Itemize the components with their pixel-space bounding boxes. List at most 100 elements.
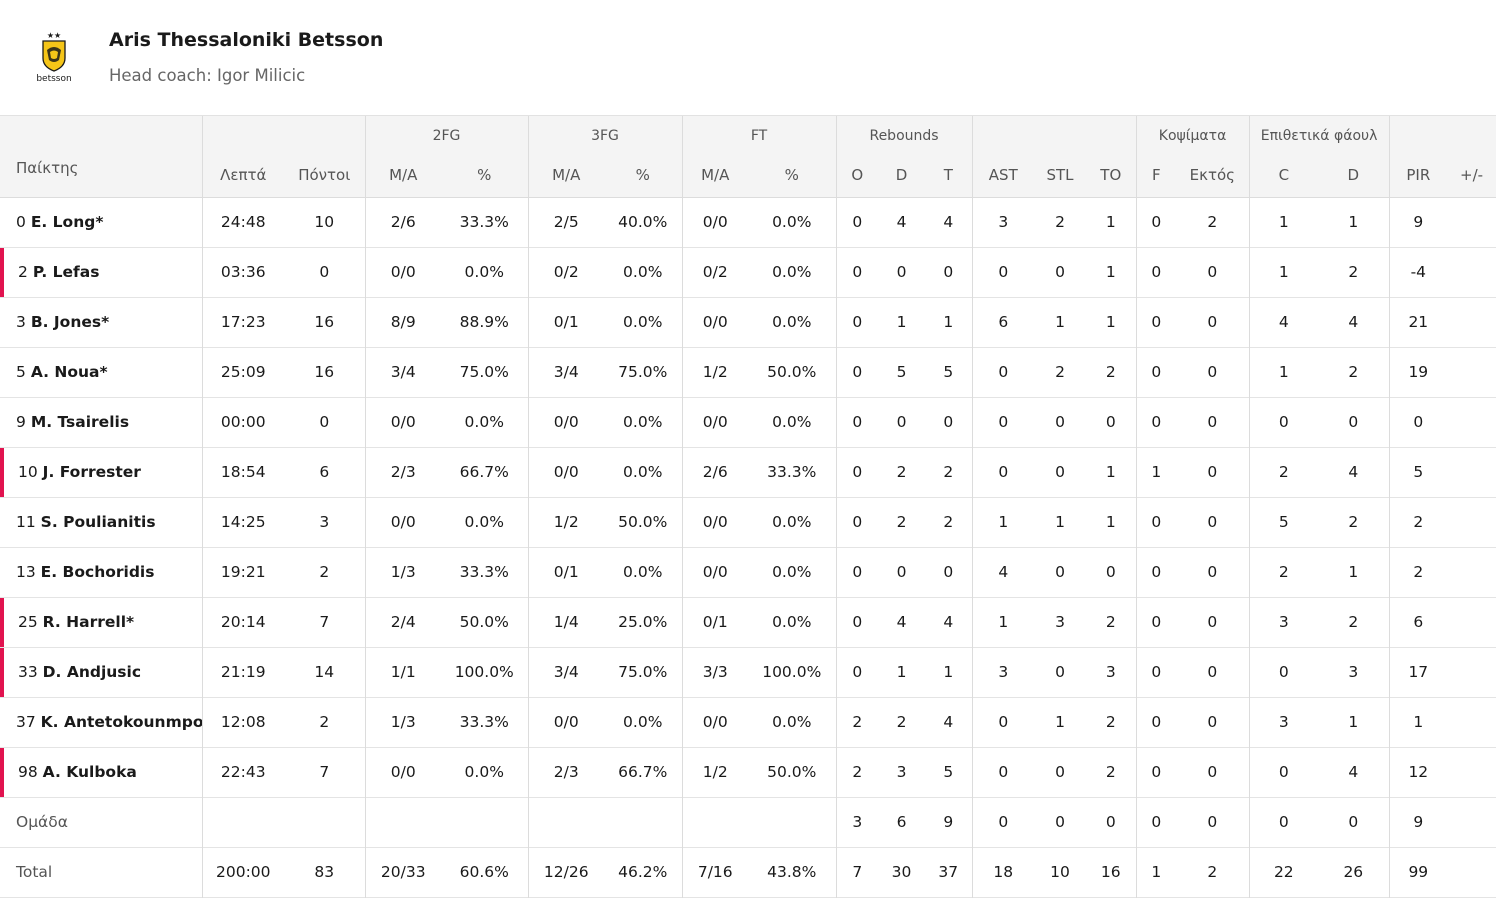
table-row[interactable]: 9 M. Tsairelis 00:00 0 0/0 0.0% 0/0 0.0% 0/0 0.0… (0, 397, 1496, 447)
cell-reb-defensive: 4 (896, 213, 907, 231)
player-name-link[interactable]: A. Noua* (30, 363, 108, 381)
cell-minutes: 19:21 (201, 547, 284, 597)
player-name-link[interactable]: M. Tsairelis (30, 413, 130, 431)
player-name-link[interactable]: R. Harrell* (42, 613, 135, 631)
player-cell[interactable]: 2 P. Lefas (0, 247, 202, 297)
cell-assists: 0 (971, 697, 1035, 747)
table-row[interactable]: 37 K. Antetokounmpo* 12:08 2 1/3 33.3% 0/0 0.0… (0, 697, 1496, 747)
col-header-pir[interactable]: PIR (1388, 154, 1448, 198)
cell-steals: 2 (1055, 363, 1065, 381)
cell-blocks-against: 0 (1207, 313, 1218, 331)
col-header-2fg-percent[interactable]: % (441, 154, 528, 198)
cell-reb-defensive: 3 (896, 763, 907, 781)
cell-2fg-percent: 50.0% (459, 613, 509, 631)
cell-2fg-made-attempted: 20/33 (364, 847, 441, 897)
player-cell[interactable]: 33 D. Andjusic (0, 647, 202, 697)
cell-2fg-made-attempted: 8/9 (364, 297, 441, 347)
player-cell[interactable]: 5 A. Noua* (0, 347, 202, 397)
group-basic-spacer (201, 116, 365, 154)
cell-fouls-committed: 1 (1248, 247, 1319, 297)
table-row[interactable]: 25 R. Harrell* 20:14 7 2/4 50.0% 1/4 25.0% 0/1 0… (0, 597, 1496, 647)
cell-reb-defensive: 2 (896, 713, 907, 731)
col-header-reb-total[interactable]: T (925, 154, 973, 198)
col-header-points[interactable]: Πόντοι (284, 154, 365, 198)
player-name-link[interactable]: B. Jones* (30, 313, 110, 331)
player-name-link[interactable]: P. Lefas (32, 263, 100, 281)
table-row[interactable]: 98 A. Kulboka 22:43 7 0/0 0.0% 2/3 66.7% 1/2 50.… (0, 747, 1496, 797)
cell-pir: 17 (1388, 647, 1448, 697)
col-header-blocks-for[interactable]: F (1135, 154, 1177, 198)
player-name-link[interactable]: E. Bochoridis (40, 563, 155, 581)
cell-blocks-for: 1 (1135, 447, 1177, 497)
col-header-steals[interactable]: STL (1034, 154, 1087, 198)
player-name-link[interactable]: D. Andjusic (42, 663, 142, 681)
table-row[interactable]: 5 A. Noua* 25:09 16 3/4 75.0% 3/4 75.0% 1/2 50.0… (0, 347, 1496, 397)
cell-steals: 0 (1055, 263, 1065, 281)
head-coach: Head coach: Igor Milicic (109, 66, 306, 85)
player-name-link[interactable]: S. Poulianitis (40, 513, 156, 531)
col-header-fouls-drawn[interactable]: D (1318, 154, 1390, 198)
col-header-turnovers[interactable]: TO (1086, 154, 1137, 198)
player-cell[interactable]: 13 E. Bochoridis (0, 547, 202, 597)
table-row[interactable]: 3 B. Jones* 17:23 16 8/9 88.9% 0/1 0.0% 0/0 0.0%… (0, 297, 1496, 347)
cell-2fg-made-attempted (364, 797, 441, 847)
col-header-ft-percent[interactable]: % (748, 154, 837, 198)
cell-steals: 0 (1055, 813, 1065, 831)
player-name-link[interactable]: E. Long* (30, 213, 104, 231)
table-row[interactable]: 33 D. Andjusic 21:19 14 1/1 100.0% 3/4 75.0% 3/… (0, 647, 1496, 697)
player-cell[interactable]: 3 B. Jones* (0, 297, 202, 347)
svg-text:★★: ★★ (47, 31, 61, 40)
table-row[interactable]: 11 S. Poulianitis 14:25 3 0/0 0.0% 1/2 50.0% 0/… (0, 497, 1496, 547)
player-cell[interactable]: 37 K. Antetokounmpo* (0, 697, 202, 747)
cell-reb-offensive: 0 (835, 247, 879, 297)
col-header-minutes[interactable]: Λεπτά (201, 154, 284, 198)
col-header-assists[interactable]: AST (971, 154, 1035, 198)
cell-2fg-percent: 88.9% (459, 313, 509, 331)
player-name-link[interactable]: K. Antetokounmpo* (40, 713, 202, 731)
cell-3fg-percent: 75.0% (618, 363, 668, 381)
cell-2fg-made-attempted: 2/4 (364, 597, 441, 647)
table-row[interactable]: 0 E. Long* 24:48 10 2/6 33.3% 2/5 40.0% 0/0 0.0%… (0, 197, 1496, 247)
col-header-3fg-percent[interactable]: % (604, 154, 682, 198)
player-cell[interactable]: 11 S. Poulianitis (0, 497, 202, 547)
cell-pir: 12 (1388, 747, 1448, 797)
col-header-3fg-made-attempted[interactable]: M/A (527, 154, 604, 198)
cell-turnovers: 0 (1105, 413, 1116, 431)
col-header-2fg-made-attempted[interactable]: M/A (364, 154, 441, 198)
cell-steals: 0 (1055, 463, 1065, 481)
player-cell[interactable]: 98 A. Kulboka (0, 747, 202, 797)
col-header-fouls-committed[interactable]: C (1248, 154, 1319, 198)
player-name-link[interactable]: J. Forrester (42, 463, 141, 481)
cell-minutes: 20:14 (201, 597, 284, 647)
cell-2fg-made-attempted: 1/1 (364, 647, 441, 697)
col-header-ft-made-attempted[interactable]: M/A (681, 154, 748, 198)
col-header-reb-offensive[interactable]: O (835, 154, 879, 198)
cell-reb-defensive: 30 (891, 863, 912, 881)
player-cell[interactable]: 9 M. Tsairelis (0, 397, 202, 447)
cell-points: 16 (314, 313, 335, 331)
cell-plus-minus (1447, 847, 1496, 897)
table-row[interactable]: 10 J. Forrester 18:54 6 2/3 66.7% 0/0 0.0% 2/6 3… (0, 447, 1496, 497)
player-cell[interactable]: 0 E. Long* (0, 197, 202, 247)
cell-reb-defensive: 0 (896, 413, 907, 431)
col-header-player[interactable]: Παίκτης (0, 154, 202, 198)
player-name-link[interactable]: A. Kulboka (42, 763, 137, 781)
group-rebounds: Rebounds (835, 116, 973, 154)
table-row[interactable]: 2 P. Lefas 03:36 0 0/0 0.0% 0/2 0.0% 0/2 0.0% 0 0 0… (0, 247, 1496, 297)
cell-2fg-percent: 0.0% (464, 263, 504, 281)
table-row[interactable]: 13 E. Bochoridis 19:21 2 1/3 33.3% 0/1 0.0% 0/0… (0, 547, 1496, 597)
cell-pir: 9 (1388, 797, 1448, 847)
cell-reb-offensive: 0 (835, 197, 879, 247)
col-header-plus-minus[interactable]: +/- (1447, 154, 1496, 198)
cell-assists: 6 (971, 297, 1035, 347)
cell-3fg-percent: 40.0% (618, 213, 668, 231)
col-header-blocks-against[interactable]: Εκτός (1176, 154, 1250, 198)
cell-blocks-against: 0 (1207, 663, 1218, 681)
col-header-reb-defensive[interactable]: D (878, 154, 926, 198)
cell-ft-percent: 100.0% (762, 663, 822, 681)
group-player-spacer (0, 116, 202, 154)
player-cell[interactable]: 25 R. Harrell* (0, 597, 202, 647)
cell-ft-percent: 0.0% (772, 713, 812, 731)
group-fouls: Επιθετικά φάουλ (1248, 116, 1390, 154)
player-cell[interactable]: 10 J. Forrester (0, 447, 202, 497)
